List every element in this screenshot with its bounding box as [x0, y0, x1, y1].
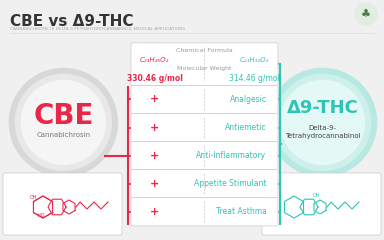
Text: 330.46 g/mol: 330.46 g/mol: [127, 74, 182, 84]
Text: Cannabichrosin: Cannabichrosin: [36, 132, 90, 138]
Text: Antiemetic: Antiemetic: [225, 123, 266, 132]
Text: Tetrahydrocannabinol: Tetrahydrocannabinol: [285, 133, 360, 139]
Text: C₂₁H₂₆O₂: C₂₁H₂₆O₂: [140, 57, 169, 63]
FancyBboxPatch shape: [131, 142, 278, 170]
Text: CANNABICHROME IS DELTA-9-TETRAHYDROCANNABINOL MEDICAL APPLICATIONS: CANNABICHROME IS DELTA-9-TETRAHYDROCANNA…: [10, 27, 185, 31]
Text: +: +: [150, 179, 159, 189]
Text: Treat Asthma: Treat Asthma: [215, 207, 266, 216]
Circle shape: [355, 3, 377, 25]
Text: +: +: [150, 123, 159, 132]
Circle shape: [15, 74, 111, 170]
Text: Molecular Weight: Molecular Weight: [177, 66, 232, 72]
Text: CBE vs Δ9-THC: CBE vs Δ9-THC: [10, 14, 134, 29]
Text: C₂₁H₃₂O₂: C₂₁H₃₂O₂: [240, 57, 269, 63]
Text: OH: OH: [30, 195, 38, 200]
FancyBboxPatch shape: [131, 85, 278, 114]
FancyBboxPatch shape: [131, 198, 278, 226]
FancyBboxPatch shape: [3, 173, 122, 235]
Text: HO: HO: [37, 213, 45, 218]
FancyBboxPatch shape: [262, 173, 381, 235]
FancyBboxPatch shape: [131, 170, 278, 198]
FancyBboxPatch shape: [131, 114, 278, 142]
Text: Analgesic: Analgesic: [230, 95, 266, 104]
Circle shape: [9, 68, 118, 176]
Circle shape: [22, 80, 105, 164]
Circle shape: [268, 68, 377, 176]
FancyBboxPatch shape: [131, 43, 278, 85]
Text: ♣: ♣: [361, 10, 371, 20]
Text: +: +: [150, 207, 159, 217]
Text: Anti-Inflammatory: Anti-Inflammatory: [196, 151, 266, 160]
Text: Appetite Stimulant: Appetite Stimulant: [194, 179, 266, 188]
Text: Delta-9-: Delta-9-: [309, 125, 336, 132]
Text: OH: OH: [313, 193, 321, 198]
Text: Chemical Formula: Chemical Formula: [176, 48, 233, 54]
Circle shape: [281, 80, 364, 164]
Text: Δ9-THC: Δ9-THC: [286, 99, 359, 117]
Circle shape: [275, 74, 371, 170]
Text: +: +: [150, 151, 159, 161]
Text: CBE: CBE: [33, 102, 94, 130]
Text: +: +: [150, 95, 159, 104]
Text: 314.46 g/mol: 314.46 g/mol: [229, 74, 280, 84]
